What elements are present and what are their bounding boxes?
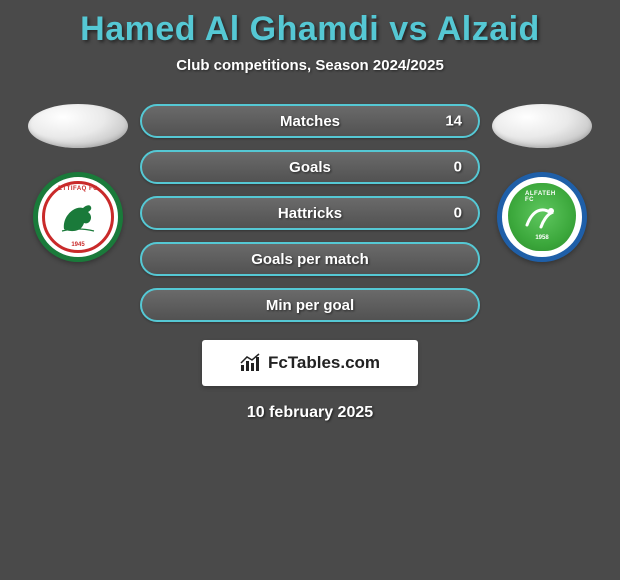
- stat-label: Goals: [289, 159, 331, 176]
- right-avatar-placeholder: [492, 104, 592, 148]
- stat-row-goals: Goals 0: [140, 150, 480, 184]
- stat-label: Goals per match: [251, 251, 369, 268]
- stat-row-goals-per-match: Goals per match: [140, 242, 480, 276]
- page-subtitle: Club competitions, Season 2024/2025: [176, 57, 444, 74]
- horse-icon: [58, 199, 98, 235]
- right-club-year: 1958: [535, 235, 548, 241]
- left-player-col: ETTIFAQ FC 1945: [28, 104, 128, 262]
- stat-label: Matches: [280, 113, 340, 130]
- brand-text: FcTables.com: [268, 353, 380, 373]
- comparison-card: Hamed Al Ghamdi vs Alzaid Club competiti…: [0, 0, 620, 422]
- stat-row-matches: Matches 14: [140, 104, 480, 138]
- brand-box: FcTables.com: [202, 340, 418, 386]
- right-club-shield: ALFATEH FC 1958: [508, 183, 576, 251]
- stat-label: Hattricks: [278, 205, 342, 222]
- stat-value-right: 0: [454, 159, 462, 176]
- stat-pills: Matches 14 Goals 0 Hattricks 0 Goals per…: [140, 104, 480, 322]
- left-club-year: 1945: [71, 242, 84, 248]
- right-club-logo: ALFATEH FC 1958: [497, 172, 587, 262]
- page-title: Hamed Al Ghamdi vs Alzaid: [80, 10, 540, 49]
- main-row: ETTIFAQ FC 1945 Matches 14 Goals 0: [0, 104, 620, 322]
- footer-date: 10 february 2025: [247, 404, 373, 422]
- stat-value-right: 0: [454, 205, 462, 222]
- left-club-inner: [52, 191, 104, 243]
- right-club-name: ALFATEH FC: [525, 191, 559, 203]
- left-avatar-placeholder: [28, 104, 128, 148]
- stat-row-min-per-goal: Min per goal: [140, 288, 480, 322]
- bar-chart-icon: [240, 353, 262, 373]
- stat-label: Min per goal: [266, 297, 354, 314]
- stat-value-right: 14: [445, 113, 462, 130]
- right-player-col: ALFATEH FC 1958: [492, 104, 592, 262]
- left-club-logo: ETTIFAQ FC 1945: [33, 172, 123, 262]
- stat-row-hattricks: Hattricks 0: [140, 196, 480, 230]
- wave-icon: [521, 203, 563, 231]
